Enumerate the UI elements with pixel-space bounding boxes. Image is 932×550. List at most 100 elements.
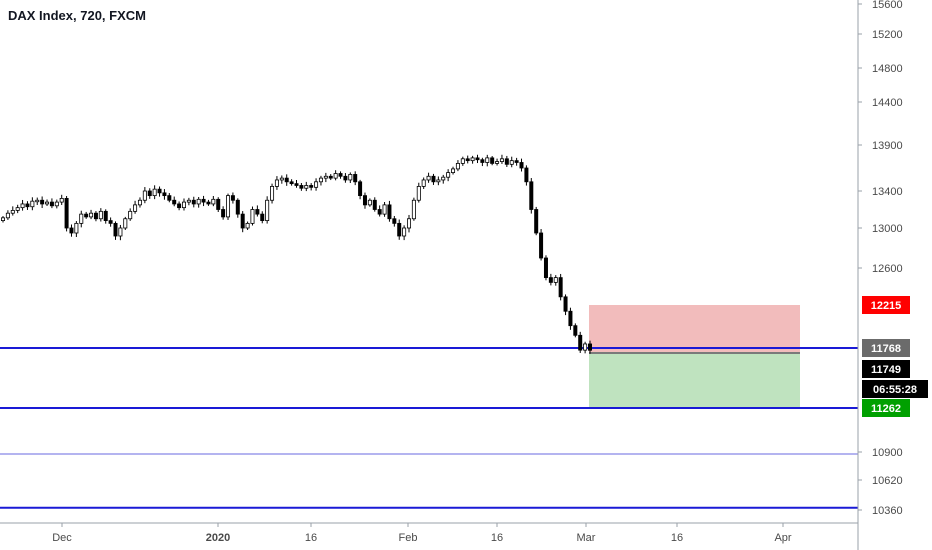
candle-body [539,232,544,259]
candle-body [431,175,436,183]
candle [245,221,250,230]
candle [221,206,226,220]
candle-body [45,201,50,205]
candle-body [543,257,548,279]
time-tick-label: 16 [671,532,683,544]
candle-body [421,179,426,187]
candle [588,340,593,354]
candle [5,210,10,220]
price-tick-label: 13000 [872,223,903,235]
candle [74,221,79,237]
candle [529,178,534,214]
candle [524,165,529,186]
candle [583,341,588,354]
candle-body [250,209,255,224]
price-tick-label: 10900 [872,447,903,459]
candle [392,215,397,227]
candle-body [455,162,460,170]
candle-body [284,177,289,183]
candle [250,206,255,226]
candle [172,196,177,207]
candle [152,185,157,200]
candle-body [514,160,519,163]
candle-body [201,198,206,203]
candle-body [25,203,30,208]
candle-body [578,334,583,351]
candle-body [226,195,231,218]
candle-body [367,199,372,206]
candle [15,204,20,214]
candle-body [323,175,328,179]
candle [436,176,441,186]
candle-body [260,213,265,221]
candle-body [583,343,588,351]
candle-body [152,188,157,197]
candle-body [167,195,172,201]
candle-body [446,172,451,178]
candle-body [480,159,485,163]
candle-body [30,200,35,208]
price-tick-label: 15600 [872,0,903,11]
price-badge-label: 11262 [871,403,901,415]
candle-body [216,198,221,210]
horizontal-lines-layer[interactable] [0,347,858,509]
candle-body [221,209,226,218]
candle-body [499,158,504,162]
candle-body [509,160,514,165]
candle-body [451,168,456,173]
candle-body [49,201,54,207]
candle [20,199,25,211]
time-axis[interactable]: Dec 2020 16 Feb 16 Mar 16 Apr [0,522,858,544]
candle [84,211,89,219]
candle [353,171,358,186]
candle [142,187,147,204]
candle-body [40,199,45,205]
candle [333,170,338,181]
candle [128,208,133,221]
candle-body [191,199,196,205]
candle-body [372,199,377,210]
candle-body [362,195,367,206]
candle [157,186,162,197]
take-profit-zone[interactable] [589,353,800,408]
stop-loss-zone[interactable] [589,305,800,353]
price-badge-bg [862,296,910,314]
candle [89,209,94,220]
candle-body [240,213,245,229]
candle [226,193,231,220]
candle [372,197,377,212]
candle [338,171,343,179]
candle-body [93,212,98,220]
chart-title: DAX Index, 720, FXCM [8,8,146,23]
candle [465,155,470,164]
candle [289,179,294,186]
candle [274,176,279,190]
price-axis-background [858,0,932,550]
candle [108,217,113,227]
candle-body [333,173,338,179]
candle [431,173,436,185]
price-badge-label: 11768 [871,343,901,355]
candle-body [563,296,568,312]
candle-body [382,204,387,215]
candle-body [377,209,382,215]
candle-body [426,175,431,181]
candle [167,193,172,203]
price-badges-layer: 12215 11768 11749 06:55:28 11262 [862,296,928,417]
candle-body [137,199,142,206]
candle-body [79,213,84,224]
time-tick-label: 16 [491,532,503,544]
candle-body [465,158,470,162]
candle [455,160,460,172]
price-badge-bg [862,360,910,378]
candle [548,273,553,286]
price-axis[interactable]: 15600 15200 14800 14400 13900 13400 13000 12600… [857,0,932,550]
price-badge: 11768 [862,339,910,357]
candle [499,154,504,164]
candle [367,198,372,207]
candle [103,209,108,224]
price-tick-label: 14400 [872,97,903,109]
candle-body [172,199,177,205]
time-tick-label: Apr [774,532,791,544]
